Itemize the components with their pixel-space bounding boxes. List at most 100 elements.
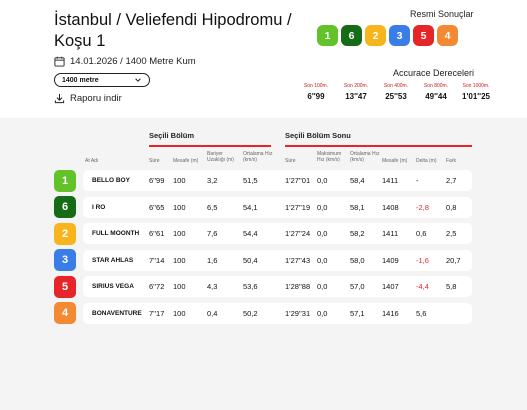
cell-mesafe2: 1411 [382, 176, 399, 185]
cell-delta: 0,6 [416, 229, 427, 238]
accuracy-value: 1'01''25 [462, 92, 490, 101]
cell-sure1: 6''61 [149, 229, 165, 238]
accuracy-label: Son 800m. [423, 83, 449, 89]
download-report-label: Raporu indir [70, 93, 122, 104]
cell-bariyer: 4,3 [207, 282, 218, 291]
cell-delta: 5,6 [416, 308, 427, 318]
table-row[interactable]: STAR AHLAS 7''14 100 1,6 50,4 1'27''43 0,0 58,0… [83, 249, 472, 271]
horse-name: BELLO BOY [92, 177, 130, 184]
cell-mesafe1: 100 [173, 176, 186, 185]
accuracy-value: 13''47 [345, 92, 367, 101]
accuracy-grid: Son 100m. 6''99 Son 200m. 13''47 Son 400m. 25… [296, 83, 496, 101]
cell-sure2: 1'27''19 [285, 202, 311, 212]
cell-maks: 0,0 [317, 255, 328, 265]
cell-fark: 2,7 [446, 176, 457, 185]
col-header-name: At Adı [85, 158, 99, 164]
col-header-delta: Delta (m) [416, 158, 437, 164]
cell-ort2: 58,0 [350, 255, 365, 265]
col-header-bariyer: Bariyer Uzaklığı (m) [207, 151, 234, 163]
cell-ort2: 58,1 [350, 202, 365, 212]
accuracy-label: Son 1000m. [462, 83, 490, 89]
cell-ort1: 50,4 [243, 255, 258, 265]
accuracy-item: Son 1000m. 1'01''25 [456, 83, 496, 101]
cell-ort2: 58,2 [350, 229, 365, 238]
cell-ort1: 51,5 [243, 176, 258, 185]
cell-mesafe2: 1408 [382, 202, 399, 212]
table-row[interactable]: SIRIUS VEGA 6''72 100 4,3 53,6 1'28''88 0,0 57,… [83, 276, 472, 297]
cell-bariyer: 7,6 [207, 229, 218, 238]
cell-sure2: 1'28''88 [285, 282, 311, 291]
page-header: İstanbul / Veliefendi Hipodromu / Koşu 1… [0, 0, 527, 118]
race-date-text: 14.01.2026 / 1400 Metre Kum [70, 56, 196, 67]
cell-mesafe1: 100 [173, 202, 186, 212]
accuracy-item: Son 400m. 25''53 [376, 83, 416, 101]
cell-mesafe2: 1409 [382, 255, 399, 265]
cell-sure2: 1'27''01 [285, 176, 311, 185]
cell-maks: 0,0 [317, 229, 328, 238]
accuracy-item: Son 800m. 49''44 [416, 83, 456, 101]
section-selected-end: Seçili Bölüm Sonu [285, 131, 472, 147]
cell-sure1: 7''14 [149, 255, 165, 265]
page-title: İstanbul / Veliefendi Hipodromu / Koşu 1 [54, 11, 292, 50]
table-row[interactable]: BONAVENTURE 7''17 100 0,4 50,2 1'29''31 0,0 57,… [83, 302, 472, 324]
section-selected: Seçili Bölüm [149, 131, 271, 147]
official-result-badge: 1 [317, 25, 338, 46]
col-header-maks: Maksimum Hız (km/s) [317, 151, 342, 163]
accuracy-value: 25''53 [385, 92, 407, 101]
table-row[interactable]: I RO 6''65 100 6,5 54,1 1'27''19 0,0 58,1 1408 -2… [83, 196, 472, 218]
official-result-badge: 6 [341, 25, 362, 46]
horse-number-badge: 5 [54, 275, 76, 298]
cell-fark: 5,8 [446, 282, 457, 291]
horse-name: I RO [92, 203, 106, 211]
col-header-fark: Fark [446, 158, 456, 164]
col-header-sure1: Süre [149, 158, 160, 164]
accuracy-label: Son 400m. [383, 83, 409, 89]
cell-sure2: 1'27''43 [285, 255, 311, 265]
accuracy-label: Son 100m. [303, 83, 329, 89]
accuracy-item: Son 100m. 6''99 [296, 83, 336, 101]
distance-select[interactable]: 1400 metre [54, 73, 150, 87]
cell-sure1: 6''99 [149, 176, 165, 185]
cell-bariyer: 6,5 [207, 202, 218, 212]
official-result-badge: 3 [389, 25, 410, 46]
cell-ort1: 54,4 [243, 229, 258, 238]
cell-ort2: 57,1 [350, 308, 365, 318]
cell-sure2: 1'27''24 [285, 229, 311, 238]
official-results-title: Resmi Sonuçlar [410, 9, 474, 19]
horse-number-badge: 2 [54, 222, 76, 245]
accuracy-title: Accurace Dereceleri [393, 68, 475, 78]
cell-maks: 0,0 [317, 176, 328, 185]
cell-mesafe1: 100 [173, 308, 186, 318]
cell-maks: 0,0 [317, 308, 328, 318]
horse-number-badge: 4 [54, 302, 76, 324]
horse-name: SIRIUS VEGA [92, 283, 134, 290]
col-header-mesafe2: Mesafe (m) [382, 158, 408, 164]
accuracy-item: Son 200m. 13''47 [336, 83, 376, 101]
cell-ort1: 50,2 [243, 308, 258, 318]
table-row[interactable]: BELLO BOY 6''99 100 3,2 51,5 1'27''01 0,0 58,4 1… [83, 170, 472, 191]
cell-bariyer: 3,2 [207, 176, 218, 185]
official-result-badge: 2 [365, 25, 386, 46]
table-row[interactable]: FULL MOONTH 6''61 100 7,6 54,4 1'27''24 0,0 58,… [83, 223, 472, 244]
cell-maks: 0,0 [317, 282, 328, 291]
accuracy-value: 49''44 [425, 92, 447, 101]
download-report-button[interactable]: Raporu indir [54, 93, 122, 104]
cell-sure2: 1'29''31 [285, 308, 311, 318]
cell-mesafe2: 1407 [382, 282, 399, 291]
accuracy-label: Son 200m. [343, 83, 369, 89]
accuracy-value: 6''99 [307, 92, 325, 101]
cell-sure1: 7''17 [149, 308, 165, 318]
col-header-sure2: Süre [285, 158, 296, 164]
cell-maks: 0,0 [317, 202, 328, 212]
race-date-info: 14.01.2026 / 1400 Metre Kum [54, 56, 196, 67]
cell-ort1: 54,1 [243, 202, 258, 212]
download-icon [54, 93, 65, 104]
cell-delta: -4,4 [416, 282, 429, 291]
horse-name: BONAVENTURE [92, 309, 142, 317]
cell-mesafe2: 1416 [382, 308, 399, 318]
col-header-ort1: Ortalama Hız (km/s) [243, 151, 273, 163]
horse-number-badge: 3 [54, 249, 76, 271]
horse-name: FULL MOONTH [92, 230, 140, 237]
col-header-ort2: Ortalama Hız (km/s) [350, 151, 380, 163]
